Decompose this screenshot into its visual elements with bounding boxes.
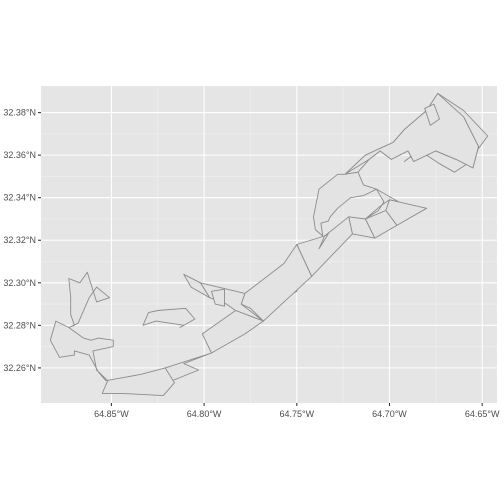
map-region: [313, 171, 377, 237]
y-axis: 32.26°N 32.28°N 32.30°N 32.32°N 32.34°N 32.36…: [3, 108, 41, 373]
y-tick-label: 32.28°N: [3, 320, 36, 330]
map-region: [318, 233, 329, 250]
map-region: [183, 273, 211, 299]
map-region: [68, 271, 111, 328]
x-tick-label: 64.70°W: [372, 409, 407, 419]
map-region: [424, 103, 440, 126]
x-tick-label: 64.65°W: [465, 409, 500, 419]
y-tick-label: 32.26°N: [3, 363, 36, 373]
x-tick-label: 64.75°W: [279, 409, 314, 419]
x-tick-label: 64.80°W: [187, 409, 222, 419]
y-tick-label: 32.38°N: [3, 108, 36, 118]
map-region: [49, 320, 175, 397]
y-tick-label: 32.30°N: [3, 278, 36, 288]
grid-lines: [41, 86, 497, 403]
map-region: [142, 307, 196, 328]
y-tick-label: 32.32°N: [3, 235, 36, 245]
map-regions: [49, 92, 489, 397]
map-region: [240, 244, 313, 322]
map-region: [385, 199, 428, 226]
map-region: [344, 92, 479, 175]
map-region: [211, 288, 225, 307]
x-tick-label: 64.85°W: [94, 409, 129, 419]
y-tick-label: 32.36°N: [3, 150, 36, 160]
x-axis: 64.85°W 64.80°W 64.75°W 64.70°W 64.65°W: [94, 403, 500, 419]
y-tick-label: 32.34°N: [3, 193, 36, 203]
map-region: [201, 310, 264, 354]
